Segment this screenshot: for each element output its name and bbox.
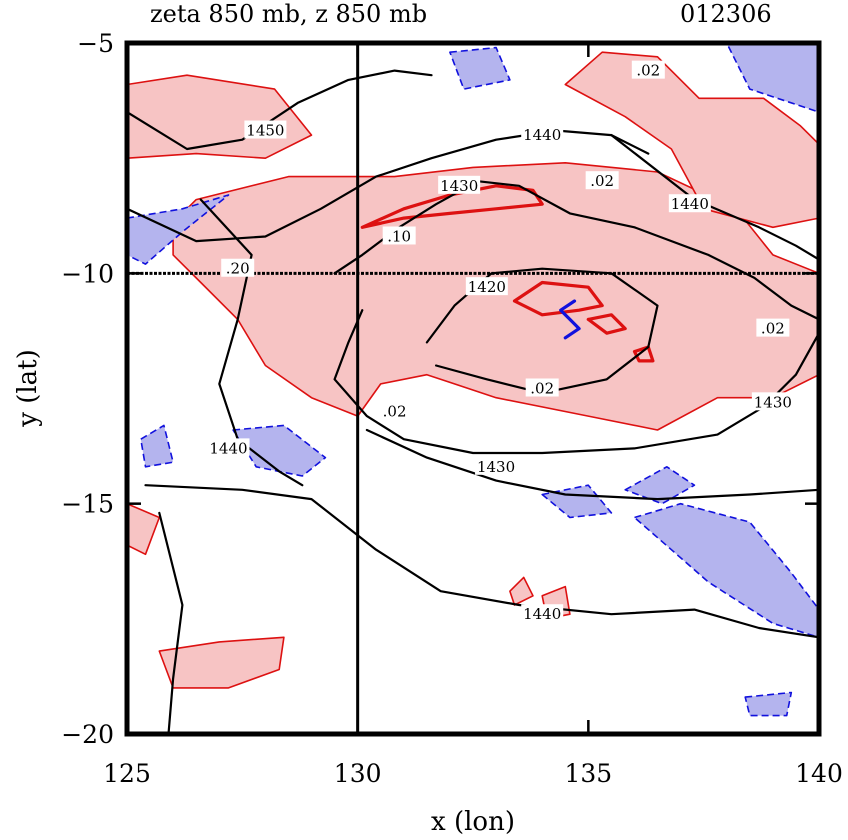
y-axis-label: y (lat) xyxy=(13,349,43,428)
height-contour-label-4: 1430 xyxy=(754,393,792,411)
negative-vorticity-region-1 xyxy=(725,43,819,113)
height-contour-label-7-background xyxy=(207,438,250,457)
vorticity-label-6: .02 xyxy=(383,403,407,421)
strong-positive-contour-2 xyxy=(586,313,627,335)
negative-vorticity-region-4 xyxy=(232,424,327,477)
strong-positive-contour-1 xyxy=(512,280,604,317)
height-contour-label-7: 1440 xyxy=(209,439,247,457)
plot-frame xyxy=(124,40,822,737)
negative-vorticity-region-8 xyxy=(744,691,793,717)
vorticity-label-4: .02 xyxy=(761,320,785,338)
date-code: 012306 xyxy=(680,0,772,28)
strong-positive-contour-3 xyxy=(632,345,655,363)
height-contour-label-8-background xyxy=(521,604,564,623)
height-contour-label-8: 1440 xyxy=(523,605,561,623)
vorticity-label-2-background xyxy=(382,226,416,245)
height-contour-label-5-background xyxy=(475,456,518,475)
vorticity-label-4-background xyxy=(756,318,790,337)
negative-vorticity-region-0 xyxy=(449,46,511,90)
y-tick-label-2: −15 xyxy=(61,490,114,519)
height-contour-label-2: 1440 xyxy=(671,195,709,213)
height-contour-1440-7 xyxy=(199,198,304,487)
height-contour-1440-2 xyxy=(610,134,819,261)
vorticity-label-1-background xyxy=(585,171,619,190)
strong-negative-contour-0 xyxy=(559,299,581,340)
negative-vorticity-region-6 xyxy=(624,465,696,505)
height-contour-label-3-background xyxy=(438,175,481,194)
height-contour-label-6: 1420 xyxy=(468,278,506,296)
positive-vorticity-region-5 xyxy=(509,576,534,606)
x-tick-label-2: 135 xyxy=(564,759,612,788)
positive-vorticity-region-4 xyxy=(127,502,161,556)
height-contour-label-6-background xyxy=(465,277,508,296)
positive-vorticity-region-2 xyxy=(564,51,819,229)
height-contour-label-0: 1450 xyxy=(246,122,284,140)
height-contour-label-1-background xyxy=(521,125,564,144)
tick-labels: 125 130 135 140 −5 −10 −15 −20 xyxy=(61,29,843,788)
vorticity-label-0: .02 xyxy=(636,62,660,80)
negative-vorticity-region-3 xyxy=(140,424,174,468)
vorticity-label-2: .10 xyxy=(387,227,411,245)
vorticity-label-5: .02 xyxy=(530,380,554,398)
height-contour-label-1: 1440 xyxy=(523,126,561,144)
vorticity-label-1: .02 xyxy=(590,172,614,190)
height-contour-label-4-background xyxy=(751,392,794,411)
x-tick-label-1: 130 xyxy=(334,759,382,788)
height-contour-label-5: 1430 xyxy=(477,458,515,476)
vorticity-label-3-background xyxy=(221,258,255,277)
negative-vorticity-layer xyxy=(127,43,819,717)
chart-title: zeta 850 mb, z 850 mb xyxy=(150,0,427,28)
negative-vorticity-region-2 xyxy=(127,194,230,265)
vorticity-label-5-background xyxy=(525,378,559,397)
height-contour-1430-5 xyxy=(365,428,819,501)
strong-positive-contour-0 xyxy=(360,184,544,229)
tick-marks xyxy=(125,41,821,736)
y-tick-label-0: −5 xyxy=(77,29,114,58)
height-contour-label-3: 1430 xyxy=(440,177,478,195)
vorticity-label-3: .20 xyxy=(226,260,250,278)
y-tick-label-3: −20 xyxy=(61,720,114,749)
vorticity-label-0-background xyxy=(631,60,665,79)
height-contour-label-2-background xyxy=(668,194,711,213)
x-axis-label: x (lon) xyxy=(431,807,515,837)
plot-area: 1450 1440 1440 1430 1430 1430 1420 1440 1440 .02.… xyxy=(127,43,819,734)
height-contour-label-0-background xyxy=(244,120,287,139)
height-contour-1440-1 xyxy=(127,129,650,243)
x-tick-label-0: 125 xyxy=(103,759,151,788)
strong-vorticity-layer xyxy=(360,184,655,363)
height-contour-1440-8 xyxy=(144,484,819,639)
height-contour-1450-0 xyxy=(127,69,433,151)
negative-vorticity-region-7 xyxy=(633,502,819,639)
x-tick-label-3: 140 xyxy=(795,759,843,788)
vorticity-label-6-background xyxy=(378,401,412,420)
contour-labels: 1450 1440 1440 1430 1430 1430 1420 1440 1440 .02.… xyxy=(207,60,794,623)
height-contour-1450-9 xyxy=(158,511,184,734)
y-tick-label-1: −10 xyxy=(61,259,114,288)
